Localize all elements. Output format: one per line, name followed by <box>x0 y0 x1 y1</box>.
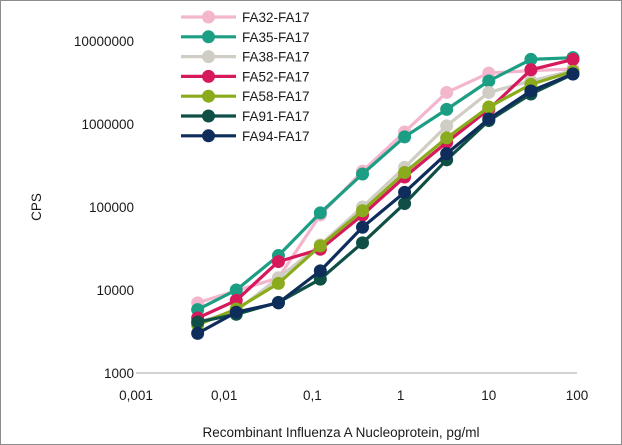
data-point <box>482 112 496 126</box>
data-point <box>524 63 538 77</box>
x-tick-label: 1 <box>397 388 405 403</box>
legend-item: FA52-FA17 <box>181 69 310 84</box>
data-point <box>482 85 496 99</box>
legend-item: FA94-FA17 <box>181 129 310 144</box>
series-line <box>196 69 574 327</box>
legend-swatch-marker <box>202 109 215 123</box>
legend-item: FA38-FA17 <box>181 50 310 65</box>
data-point <box>271 255 285 269</box>
legend-item: FA35-FA17 <box>181 30 310 45</box>
data-point <box>440 102 454 116</box>
legend-label: FA35-FA17 <box>242 30 310 45</box>
series-line <box>196 57 574 320</box>
series-fa58-fa17 <box>191 64 580 332</box>
legend-label: FA32-FA17 <box>242 10 310 25</box>
data-point <box>398 185 412 199</box>
legend: FA32-FA17 FA35-FA17 FA38-FA17 FA52-FA17 FA58… <box>181 10 310 144</box>
data-point <box>398 166 412 180</box>
legend-swatch-marker <box>202 129 215 143</box>
legend-label: FA94-FA17 <box>242 129 310 144</box>
data-point <box>524 52 538 66</box>
y-tick-label: 10000000 <box>74 34 134 49</box>
data-point <box>229 283 243 297</box>
data-point <box>440 131 454 145</box>
legend-item: FA32-FA17 <box>181 10 310 25</box>
data-point <box>271 296 285 310</box>
data-point <box>524 84 538 98</box>
data-point <box>313 206 327 220</box>
data-point <box>356 220 370 234</box>
y-tick-label: 10000 <box>96 283 134 298</box>
legend-swatch-marker <box>202 69 215 83</box>
data-point <box>482 74 496 88</box>
series-line <box>196 56 574 312</box>
series-fa94-fa17 <box>191 67 580 340</box>
series-line <box>196 72 574 335</box>
data-point <box>566 67 580 81</box>
data-point <box>440 147 454 161</box>
legend-item: FA58-FA17 <box>181 89 310 104</box>
legend-swatch-marker <box>202 10 215 24</box>
data-point <box>229 305 243 319</box>
data-point <box>356 204 370 218</box>
x-tick-label: 10 <box>481 388 496 403</box>
legend-label: FA52-FA17 <box>242 69 310 84</box>
data-point <box>356 167 370 181</box>
data-point <box>440 85 454 99</box>
x-tick-label: 0,01 <box>211 388 237 403</box>
x-axis-title: Recombinant Influenza A Nucleoprotein, p… <box>203 425 480 440</box>
data-point <box>191 326 205 340</box>
legend-swatch-marker <box>202 89 215 103</box>
legend-label: FA58-FA17 <box>242 89 310 104</box>
data-point <box>566 52 580 66</box>
axes: 1000 10000 100000 1000000 10000000 0,001 0,01 0… <box>74 34 588 403</box>
data-point <box>313 239 327 253</box>
y-tick-label: 1000000 <box>81 117 134 132</box>
data-point <box>398 130 412 144</box>
legend-item: FA91-FA17 <box>181 109 310 124</box>
data-point <box>313 264 327 278</box>
legend-swatch-marker <box>202 50 215 64</box>
legend-swatch-marker <box>202 30 215 44</box>
data-point <box>191 315 205 329</box>
data-point <box>482 100 496 114</box>
data-point <box>271 276 285 290</box>
series-layer <box>191 51 580 340</box>
data-point <box>356 236 370 250</box>
y-tick-label: 1000 <box>104 366 134 381</box>
legend-label: FA38-FA17 <box>242 50 310 65</box>
x-tick-label: 100 <box>566 388 589 403</box>
x-tick-label: 0,001 <box>119 388 153 403</box>
data-point <box>440 119 454 133</box>
x-tick-label: 0,1 <box>303 388 322 403</box>
legend-label: FA91-FA17 <box>242 109 310 124</box>
y-tick-label: 100000 <box>89 200 134 215</box>
data-point <box>398 197 412 211</box>
y-axis-title: CPS <box>29 193 44 221</box>
